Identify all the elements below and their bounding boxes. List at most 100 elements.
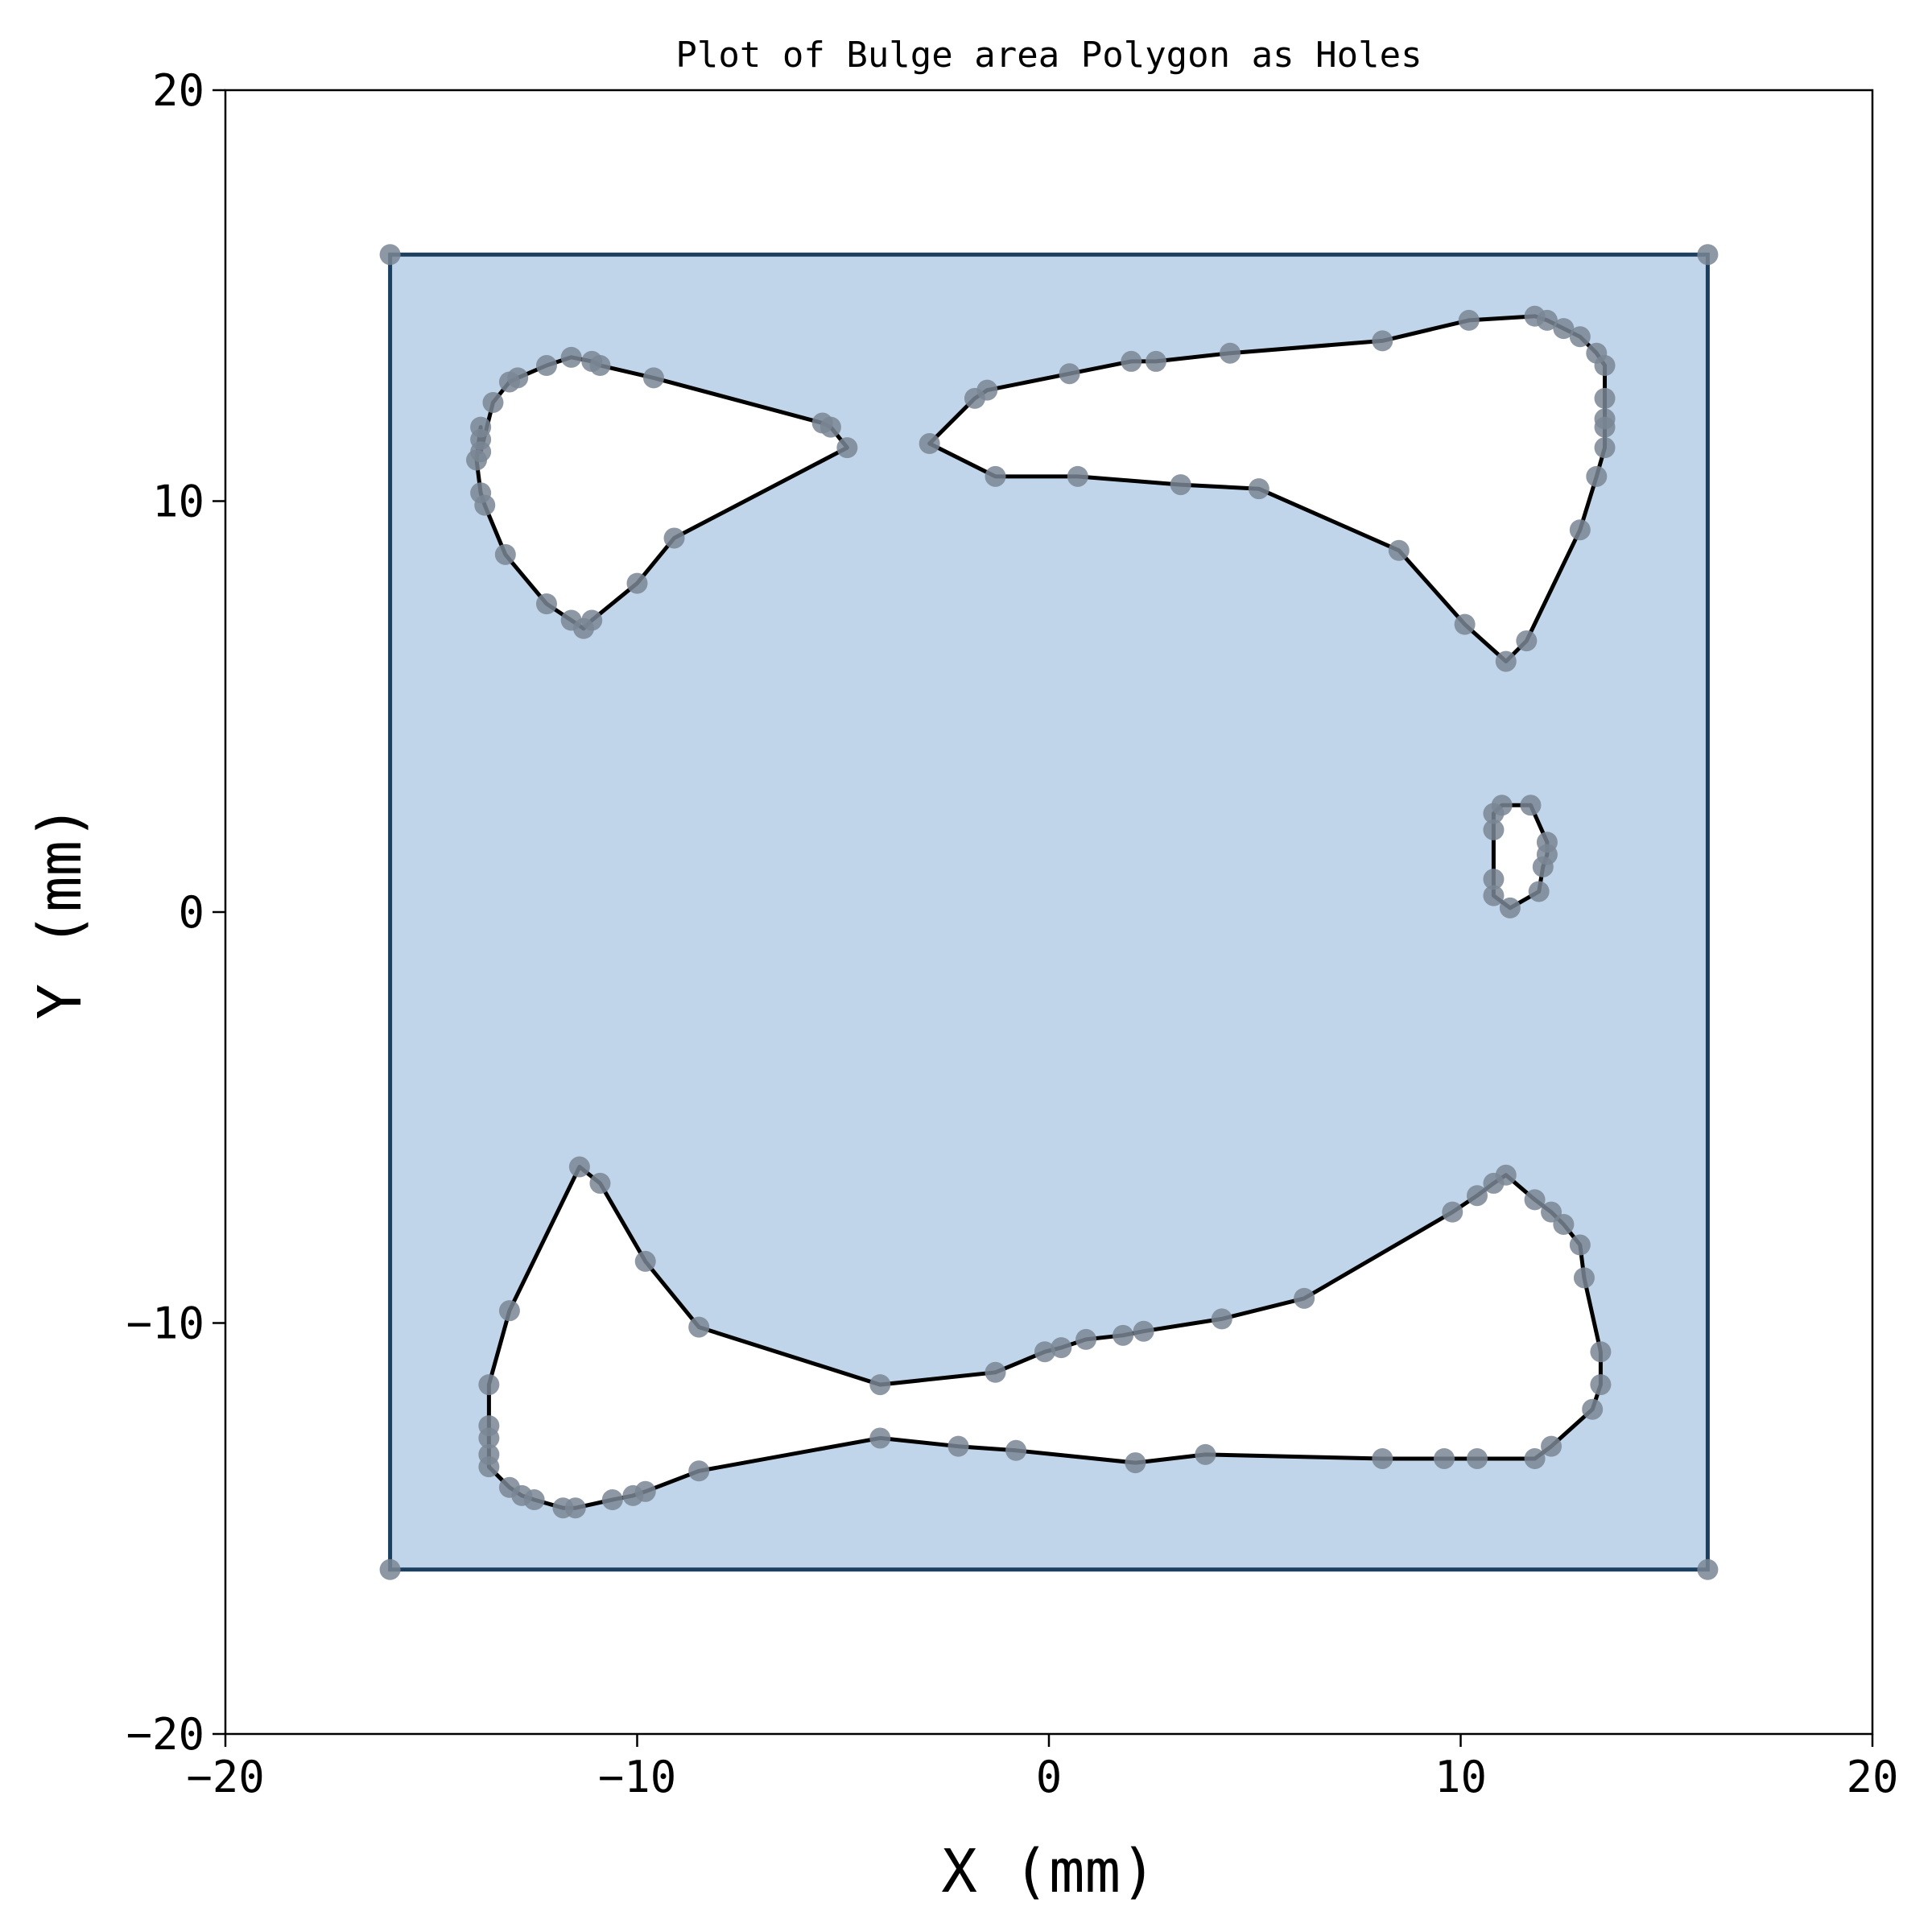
hole-2-vertex-point xyxy=(1170,474,1191,496)
hole-2-vertex-point xyxy=(1553,318,1575,340)
hole-1-vertex-point xyxy=(560,346,582,368)
hole-4-vertex-point xyxy=(1113,1324,1134,1346)
hole-2-vertex-point xyxy=(1569,519,1591,541)
hole-2-vertex-point xyxy=(919,433,940,455)
hole-4-vertex-point xyxy=(1442,1201,1463,1223)
hole-4-vertex-point xyxy=(1582,1398,1604,1420)
chart-title: Plot of Bulge area Polygon as Holes xyxy=(675,35,1422,76)
outer-vertex-point xyxy=(379,244,401,266)
hole-4-vertex-point xyxy=(1294,1287,1315,1309)
hole-3-vertex-point xyxy=(1528,881,1550,902)
hole-2-vertex-point xyxy=(1594,355,1616,377)
hole-4-vertex-point xyxy=(498,1300,520,1322)
hole-4-vertex-point xyxy=(622,1484,644,1506)
hole-2-vertex-point xyxy=(1569,326,1591,348)
hole-1-vertex-point xyxy=(507,367,529,389)
hole-4-vertex-point xyxy=(1434,1447,1455,1469)
hole-4-vertex-point xyxy=(688,1460,710,1482)
hole-4-vertex-point xyxy=(498,1476,520,1498)
hole-3-vertex-point xyxy=(1499,897,1521,919)
hole-4-vertex-point xyxy=(1133,1320,1154,1342)
x-tick-label: 20 xyxy=(1846,1752,1898,1802)
y-tick-label: 10 xyxy=(152,477,204,527)
hole-1-vertex-point xyxy=(642,367,664,389)
hole-4-vertex-point xyxy=(1034,1341,1055,1363)
hole-4-vertex-point xyxy=(1569,1234,1591,1256)
hole-3-vertex-point xyxy=(1491,795,1513,816)
hole-4-vertex-point xyxy=(1590,1374,1612,1396)
hole-1-vertex-point xyxy=(482,391,504,413)
hole-1-vertex-point xyxy=(470,482,492,504)
hole-2-vertex-point xyxy=(1059,363,1080,385)
hole-4-vertex-point xyxy=(1051,1337,1072,1359)
hole-3-vertex-point xyxy=(1532,856,1554,877)
hole-4-vertex-point xyxy=(1573,1267,1595,1289)
hole-1-vertex-point xyxy=(589,355,611,377)
hole-4-vertex-point xyxy=(1125,1452,1146,1474)
hole-1-vertex-point xyxy=(535,593,557,615)
bulge-fill-region xyxy=(390,254,1708,1570)
hole-4-vertex-point xyxy=(1075,1328,1097,1350)
x-axis-label: X (mm) xyxy=(941,1837,1156,1906)
hole-2-vertex-point xyxy=(985,465,1006,487)
y-tick-label: 20 xyxy=(152,65,204,116)
hole-4-vertex-point xyxy=(985,1361,1006,1383)
hole-2-vertex-point xyxy=(1067,465,1088,487)
hole-2-vertex-point xyxy=(1586,465,1608,487)
hole-2-vertex-point xyxy=(1594,437,1616,459)
hole-3-vertex-point xyxy=(1483,819,1505,840)
hole-2-vertex-point xyxy=(1248,478,1269,500)
hole-3-vertex-point xyxy=(1520,795,1542,816)
x-tick-label: 10 xyxy=(1435,1752,1487,1802)
hole-2-vertex-point xyxy=(1454,613,1476,635)
hole-4-vertex-point xyxy=(478,1374,500,1396)
hole-4-vertex-point xyxy=(1541,1435,1563,1457)
hole-4-vertex-point xyxy=(869,1374,891,1396)
outer-vertex-point xyxy=(1697,244,1719,266)
y-tick-label: 0 xyxy=(178,887,204,938)
x-tick-label: −10 xyxy=(598,1752,677,1802)
hole-2-vertex-point xyxy=(1388,539,1410,561)
outer-vertex-point xyxy=(379,1558,401,1580)
hole-4-vertex-point xyxy=(1524,1189,1546,1211)
hole-4-vertex-point xyxy=(1524,1447,1546,1469)
hole-1-vertex-point xyxy=(836,437,858,459)
hole-4-vertex-point xyxy=(634,1250,656,1272)
hole-4-vertex-point xyxy=(1495,1164,1517,1186)
hole-3-vertex-point xyxy=(1483,869,1505,890)
hole-1-vertex-point xyxy=(494,543,516,565)
hole-2-vertex-point xyxy=(976,379,998,401)
hole-4-vertex-point xyxy=(947,1435,969,1457)
hole-1-vertex-point xyxy=(626,572,648,594)
hole-4-vertex-point xyxy=(601,1489,623,1511)
hole-4-vertex-point xyxy=(1372,1447,1393,1469)
hole-1-vertex-point xyxy=(466,449,488,471)
hole-4-vertex-point xyxy=(1590,1341,1612,1363)
hole-4-vertex-point xyxy=(1005,1439,1027,1461)
hole-4-vertex-point xyxy=(1553,1213,1575,1235)
hole-4-vertex-point xyxy=(478,1415,500,1437)
hole-4-vertex-point xyxy=(568,1156,590,1178)
hole-2-vertex-point xyxy=(1495,650,1517,672)
hole-2-vertex-point xyxy=(1536,309,1558,331)
hole-2-vertex-point xyxy=(1220,342,1241,364)
y-tick-label: −10 xyxy=(126,1298,204,1349)
hole-4-vertex-point xyxy=(552,1497,574,1519)
outer-vertex-point xyxy=(1697,1558,1719,1580)
hole-2-vertex-point xyxy=(1594,387,1616,409)
hole-4-vertex-point xyxy=(589,1172,611,1194)
x-tick-label: 0 xyxy=(1036,1752,1063,1802)
hole-3-vertex-point xyxy=(1483,885,1505,906)
hole-2-vertex-point xyxy=(1145,350,1166,372)
plot-area xyxy=(379,244,1719,1580)
hole-4-vertex-point xyxy=(478,1443,500,1465)
x-tick-label: −20 xyxy=(186,1752,265,1802)
hole-4-vertex-point xyxy=(1195,1443,1216,1465)
hole-4-vertex-point xyxy=(1466,1185,1488,1207)
y-tick-label: −20 xyxy=(126,1709,204,1760)
y-axis-label: Y (mm) xyxy=(26,804,95,1019)
hole-2-vertex-point xyxy=(1372,330,1393,352)
hole-1-vertex-point xyxy=(819,416,841,438)
hole-4-vertex-point xyxy=(1466,1447,1488,1469)
